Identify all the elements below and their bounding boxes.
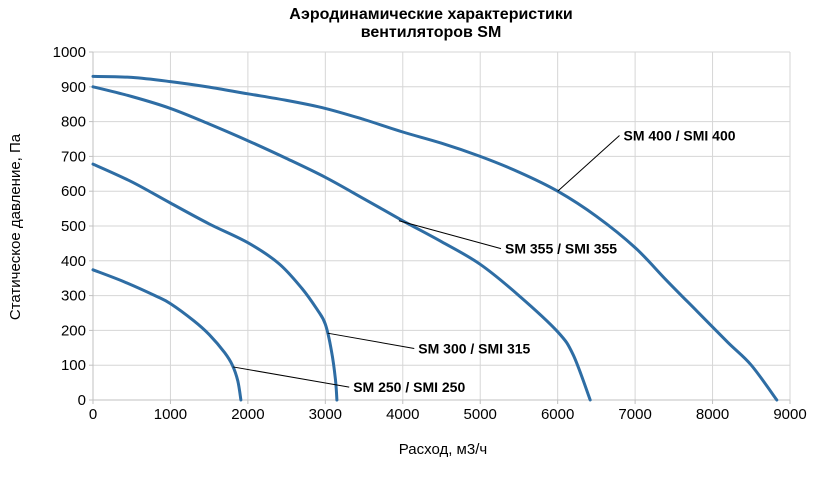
x-tick-label: 0 xyxy=(89,406,97,423)
y-axis-title: Статическое давление, Па xyxy=(7,133,24,321)
curve-sm-250-smi-250 xyxy=(91,268,243,402)
y-tick-label: 800 xyxy=(61,114,86,131)
y-tick-label: 1000 xyxy=(53,44,86,61)
x-tick-label: 3000 xyxy=(309,406,342,423)
series-label-leader-line xyxy=(233,366,350,388)
x-tick-label: 2000 xyxy=(231,406,264,423)
chart-title-line2: вентиляторов SM xyxy=(360,24,502,42)
y-tick-label: 400 xyxy=(61,253,86,270)
y-tick-label: 300 xyxy=(61,288,86,305)
y-tick-label: 900 xyxy=(61,79,86,96)
curve-sm-300-smi-315 xyxy=(91,162,339,402)
curve-sm-355-smi-355 xyxy=(91,85,592,402)
x-tick-label: 5000 xyxy=(464,406,497,423)
y-tick-label: 100 xyxy=(61,357,86,374)
y-tick-label: 500 xyxy=(61,218,86,235)
x-tick-label: 9000 xyxy=(773,406,806,423)
x-tick-label: 1000 xyxy=(154,406,187,423)
y-tick-label: 700 xyxy=(61,148,86,165)
series-label: SM 355 / SMI 355 xyxy=(505,241,617,257)
series-label: SM 400 / SMI 400 xyxy=(623,128,735,144)
series-label: SM 300 / SMI 315 xyxy=(418,340,530,356)
x-axis-title: Расход, м3/ч xyxy=(398,441,488,458)
x-tick-label: 4000 xyxy=(386,406,419,423)
chart-title: Аэродинамические характеристики вентилят… xyxy=(0,6,832,43)
series-label-leader-line xyxy=(327,332,415,349)
x-tick-label: 7000 xyxy=(618,406,651,423)
y-tick-label: 600 xyxy=(61,183,86,200)
x-tick-label: 8000 xyxy=(696,406,729,423)
curve-sm-400-smi-400 xyxy=(91,74,779,402)
chart-title-line1: Аэродинамические характеристики xyxy=(289,6,573,23)
x-tick-label: 6000 xyxy=(541,406,574,423)
series-label: SM 250 / SMI 250 xyxy=(353,379,465,395)
series-label-leader-line xyxy=(398,220,502,250)
y-tick-label: 0 xyxy=(78,392,86,409)
y-tick-label: 200 xyxy=(61,322,86,339)
series-label-leader-line xyxy=(557,135,620,192)
